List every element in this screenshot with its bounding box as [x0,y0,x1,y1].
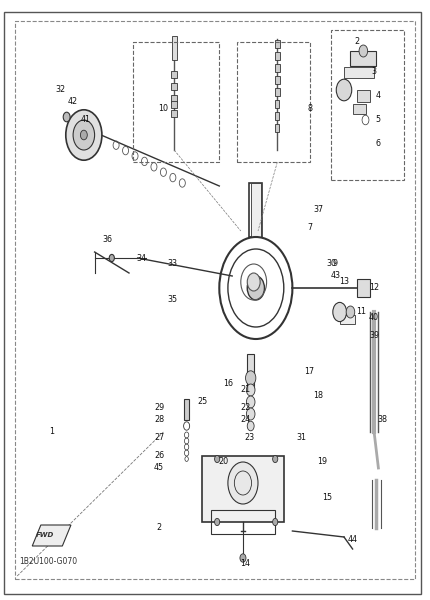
Bar [275,76,280,84]
Circle shape [246,371,256,385]
Bar [357,90,370,102]
Bar [340,315,355,324]
Text: 25: 25 [197,397,207,407]
Bar [350,51,376,66]
Circle shape [109,254,114,262]
Text: 43: 43 [330,271,341,280]
Text: 27: 27 [154,433,164,443]
Text: 23: 23 [244,433,255,443]
Bar [249,183,262,237]
Bar [275,88,280,96]
Bar [275,100,279,108]
Circle shape [246,408,255,420]
Circle shape [333,302,347,322]
Text: 30: 30 [326,259,336,268]
Text: 24: 24 [240,415,250,425]
Circle shape [80,130,87,140]
Text: 1B2U100-G070: 1B2U100-G070 [19,557,77,565]
Text: 45: 45 [154,463,164,473]
Text: 5: 5 [376,115,381,124]
Bar [171,83,177,90]
Circle shape [228,462,258,504]
Circle shape [273,518,278,526]
Text: 39: 39 [369,331,379,340]
Circle shape [247,276,264,300]
Text: 14: 14 [240,559,250,569]
Bar [357,279,370,297]
Text: 21: 21 [240,385,250,395]
Bar [171,95,177,102]
Circle shape [215,455,220,463]
Circle shape [66,110,102,160]
Bar [344,67,374,78]
Text: 15: 15 [322,493,332,502]
Text: 44: 44 [347,535,358,545]
Text: 20: 20 [218,457,229,467]
Text: 16: 16 [223,379,233,389]
Bar [275,64,280,72]
Text: 3: 3 [372,67,377,76]
Text: 31: 31 [296,433,306,443]
Text: 2: 2 [354,37,359,46]
Circle shape [359,45,368,57]
Bar [251,183,261,237]
Text: 33: 33 [167,259,177,268]
Text: 26: 26 [154,451,164,461]
Bar [171,101,177,108]
Text: 4: 4 [376,91,381,100]
Circle shape [247,421,254,431]
Circle shape [215,518,220,526]
Text: 11: 11 [356,307,366,317]
Bar [172,36,177,60]
Text: 22: 22 [240,403,250,413]
Text: 17: 17 [304,367,315,377]
Text: FWD: FWD [36,532,54,538]
Text: 7: 7 [307,223,312,232]
Bar [184,399,189,420]
Circle shape [73,120,95,150]
Bar [247,354,254,390]
Text: 36: 36 [102,235,113,245]
Circle shape [247,273,260,291]
Bar [275,40,280,48]
Circle shape [273,455,278,463]
Text: 12: 12 [369,283,379,292]
Bar [211,510,275,534]
Circle shape [63,112,70,122]
Bar [275,52,280,60]
Circle shape [246,384,255,396]
Text: 6: 6 [376,139,381,148]
Text: 34: 34 [137,254,147,263]
Circle shape [346,306,355,318]
Text: 19: 19 [317,457,328,467]
Text: 29: 29 [154,403,164,413]
Text: 40: 40 [369,313,379,323]
Text: 32: 32 [55,85,65,94]
Text: 2: 2 [157,523,162,533]
Circle shape [336,79,352,101]
Text: 8: 8 [307,103,312,113]
Polygon shape [32,525,71,546]
Text: 38: 38 [378,415,388,425]
Bar [275,124,279,132]
Text: 10: 10 [158,103,169,113]
Bar [353,104,366,114]
Text: 42: 42 [68,97,78,107]
Bar [171,110,177,117]
Text: 28: 28 [154,415,164,425]
Circle shape [246,396,255,408]
Text: 35: 35 [167,295,177,304]
Bar [202,456,284,522]
Text: 18: 18 [313,391,323,401]
Text: 37: 37 [313,205,323,214]
Text: 1: 1 [49,427,54,436]
Text: 13: 13 [339,277,349,286]
Bar [171,71,177,78]
Text: 9: 9 [333,259,338,268]
Bar [275,112,279,120]
Text: 41: 41 [81,115,91,124]
Circle shape [240,554,246,562]
